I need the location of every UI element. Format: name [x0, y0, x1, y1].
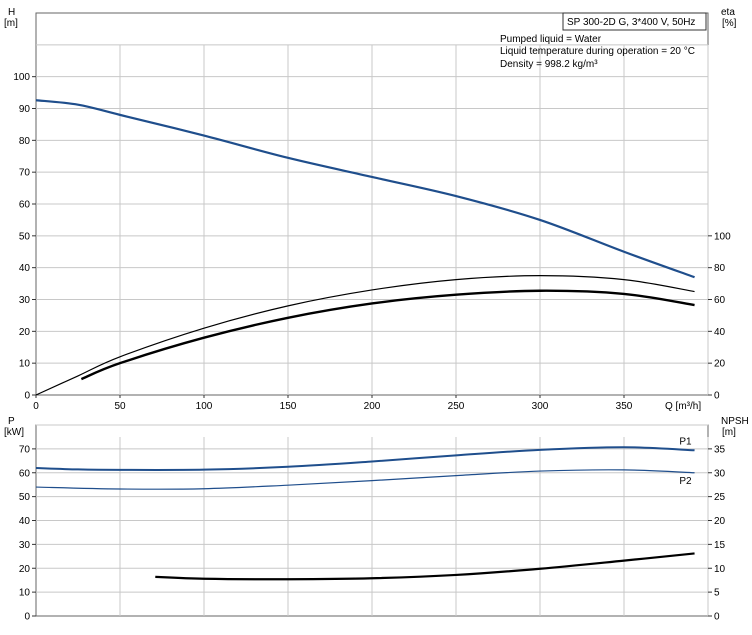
bottom-right-tick-label: 10	[714, 564, 726, 575]
bottom-left-tick-label: 30	[19, 540, 31, 551]
bottom-left-tick-label: 50	[19, 492, 31, 503]
labels-layer: 0102030405060708090100020406080100H[m]et…	[4, 7, 749, 623]
grid-layer	[35, 12, 709, 617]
top-left-tick-label: 0	[24, 391, 30, 402]
bottom-right-tick-label: 35	[714, 444, 726, 455]
top-left-axis-label: [m]	[4, 18, 18, 29]
top-left-tick-label: 10	[19, 359, 31, 370]
top-left-tick-label: 50	[19, 231, 31, 242]
top-right-tick-label: 80	[714, 263, 726, 274]
info-title-box	[562, 12, 707, 31]
top-right-axis-label: eta	[721, 7, 735, 18]
curves-layer	[35, 99, 695, 581]
top-left-tick-label: 70	[19, 168, 31, 179]
info-title: SP 300-2D G, 3*400 V, 50Hz	[567, 17, 695, 28]
info-line-density: Density = 998.2 kg/m³	[500, 59, 598, 70]
top-left-tick-label: 40	[19, 263, 31, 274]
info-box: SP 300-2D G, 3*400 V, 50Hz Pumped liquid…	[500, 12, 707, 70]
bottom-right-axis-label: [m]	[722, 427, 736, 438]
top-left-tick-label: 80	[19, 136, 31, 147]
top-left-axis-label: H	[8, 7, 15, 18]
x-tick-label: 100	[196, 401, 213, 412]
x-tick-label: 250	[448, 401, 465, 412]
bottom-left-tick-label: 70	[19, 444, 31, 455]
bottom-series-2-line	[155, 552, 695, 581]
bottom-series-label-p1: P1	[679, 436, 692, 447]
bottom-left-tick-label: 40	[19, 516, 31, 527]
top-right-tick-label: 100	[714, 231, 731, 242]
bottom-right-tick-label: 25	[714, 492, 726, 503]
top-left-tick-label: 30	[19, 295, 31, 306]
top-right-tick-label: 0	[714, 391, 720, 402]
bottom-right-tick-label: 5	[714, 588, 720, 599]
top-left-tick-label: 20	[19, 327, 31, 338]
bottom-left-tick-label: 10	[19, 588, 31, 599]
top-left-tick-label: 60	[19, 200, 31, 211]
bottom-right-tick-label: 20	[714, 516, 726, 527]
bottom-left-axis-label: [kW]	[4, 427, 24, 438]
bottom-series-p2-line	[35, 469, 695, 490]
top-left-tick-label: 100	[13, 72, 30, 83]
bottom-left-tick-label: 0	[24, 612, 30, 623]
x-tick-label: 150	[280, 401, 297, 412]
bottom-right-axis-label: NPSH	[721, 416, 749, 427]
top-right-tick-label: 60	[714, 295, 726, 306]
info-line-temperature: Liquid temperature during operation = 20…	[500, 46, 695, 57]
top-series-2-line	[80, 289, 695, 381]
top-right-tick-label: 20	[714, 359, 726, 370]
bottom-series-p1-line	[35, 446, 695, 471]
x-axis-label: Q [m³/h]	[665, 401, 701, 412]
top-series-0-line	[35, 99, 695, 279]
bottom-left-axis-label: P	[8, 416, 15, 427]
bottom-right-tick-label: 30	[714, 468, 726, 479]
top-left-tick-label: 90	[19, 104, 31, 115]
bottom-right-tick-label: 15	[714, 540, 726, 551]
bottom-left-tick-label: 60	[19, 468, 31, 479]
x-tick-label: 300	[532, 401, 549, 412]
x-tick-label: 0	[33, 401, 39, 412]
x-tick-label: 350	[616, 401, 633, 412]
bottom-series-label-p2: P2	[679, 476, 692, 487]
top-series-1-line	[35, 275, 695, 396]
info-line-liquid: Pumped liquid = Water	[500, 34, 602, 45]
top-right-axis-label: [%]	[722, 18, 737, 29]
top-right-tick-label: 40	[714, 327, 726, 338]
bottom-left-tick-label: 20	[19, 564, 31, 575]
bottom-right-tick-label: 0	[714, 612, 720, 623]
x-tick-label: 200	[364, 401, 381, 412]
x-tick-label: 50	[114, 401, 126, 412]
